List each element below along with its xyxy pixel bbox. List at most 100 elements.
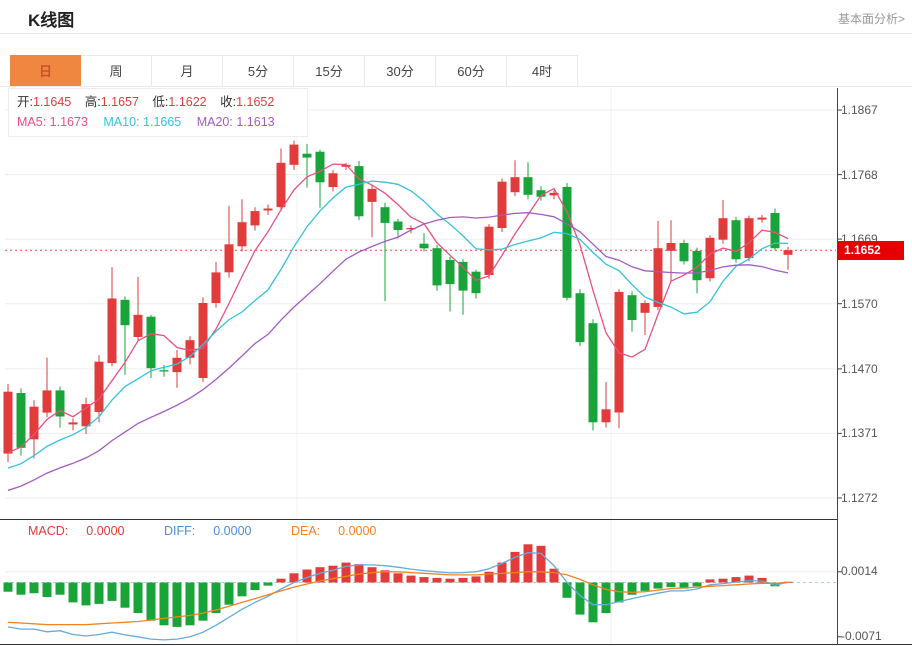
- price-tick-3: 1.1570: [841, 297, 878, 311]
- macd-bar: [159, 582, 169, 626]
- candle-body: [575, 293, 585, 343]
- high-value: 1.1657: [100, 95, 139, 109]
- open-value: 1.1645: [32, 95, 72, 109]
- macd-readout: MACD: 0.0000: [28, 524, 125, 538]
- candle-body: [250, 211, 260, 226]
- price-tick-1: 1.1768: [841, 168, 878, 182]
- tab-day[interactable]: 日: [10, 55, 81, 87]
- macd-bar: [367, 567, 377, 583]
- macd-bar: [354, 564, 364, 583]
- candle-body: [510, 177, 520, 193]
- macd-bar: [653, 582, 663, 589]
- page-title: K线图: [28, 11, 75, 30]
- macd-bar: [458, 577, 468, 583]
- candle-body: [562, 186, 572, 298]
- macd-bar: [666, 582, 676, 588]
- macd-bar: [627, 582, 637, 595]
- high-label: 高:: [84, 95, 101, 109]
- candle-body: [3, 391, 13, 454]
- candle-body: [146, 316, 156, 369]
- candle-body: [172, 357, 182, 373]
- tab-15min[interactable]: 15分: [294, 55, 365, 87]
- macd-bar: [770, 582, 780, 587]
- macd-info-row: MACD: 0.0000 DIFF: 0.0000 DEA: 0.0000: [28, 524, 412, 538]
- macd-bar: [406, 575, 416, 583]
- tab-4hour[interactable]: 4时: [507, 55, 578, 87]
- macd-bar: [341, 562, 351, 583]
- candle-body: [458, 261, 468, 291]
- title-divider: [0, 33, 912, 34]
- macd-bar: [185, 582, 195, 626]
- macd-bar: [29, 582, 39, 594]
- candle-body: [731, 220, 741, 260]
- macd-bar: [679, 582, 689, 589]
- macd-bar: [393, 573, 403, 583]
- candle-body: [29, 406, 39, 440]
- macd-bar: [471, 576, 481, 583]
- candle-body: [770, 213, 780, 249]
- ohlc-info-box: 开:1.1645 高:1.1657 低:1.1622 收:1.1652 MA5:…: [8, 88, 308, 137]
- candle-body: [94, 361, 104, 412]
- macd-bar: [81, 582, 91, 606]
- ma10-line: [7, 180, 789, 469]
- macd-bar: [94, 582, 104, 604]
- macd-bar: [614, 582, 624, 603]
- candle-body: [640, 303, 650, 313]
- candle-body: [354, 166, 364, 217]
- candle-body: [497, 181, 507, 228]
- candle-body: [185, 340, 195, 358]
- macd-bar: [55, 582, 65, 595]
- macd-bar: [107, 582, 117, 601]
- macd-bar: [497, 562, 507, 583]
- candle-body: [679, 243, 689, 262]
- diff-readout: DIFF: 0.0000: [164, 524, 252, 538]
- macd-bar: [211, 582, 221, 614]
- candle-body: [367, 188, 377, 202]
- candle-body: [549, 192, 559, 196]
- macd-bar: [68, 582, 78, 603]
- macd-bar: [757, 577, 767, 583]
- candle-body: [198, 303, 208, 378]
- candle-body: [302, 153, 312, 158]
- macd-bar: [419, 577, 429, 583]
- candle-body: [445, 260, 455, 285]
- low-label: 低:: [152, 95, 169, 109]
- macd-bar: [42, 582, 52, 597]
- candle-body: [692, 250, 702, 281]
- macd-bar: [133, 582, 143, 614]
- macd-bar: [302, 569, 312, 583]
- macd-bar: [445, 578, 455, 583]
- candle-body: [627, 295, 637, 320]
- close-value: 1.1652: [236, 95, 275, 109]
- macd-bar: [380, 570, 390, 583]
- candle-body: [211, 272, 221, 303]
- tab-month[interactable]: 月: [152, 55, 223, 87]
- macd-bar: [198, 582, 208, 621]
- macd-bar: [315, 567, 325, 583]
- macd-bar: [432, 577, 442, 583]
- price-tick-5: 1.1371: [841, 426, 878, 440]
- candle-body: [666, 243, 676, 251]
- candle-body: [783, 250, 793, 255]
- tab-30min[interactable]: 30分: [365, 55, 436, 87]
- candle-body: [653, 248, 663, 307]
- macd-bar: [172, 582, 182, 627]
- macd-bar: [601, 582, 611, 614]
- tab-5min[interactable]: 5分: [223, 55, 294, 87]
- candle-body: [81, 404, 91, 427]
- candle-body: [16, 393, 26, 448]
- macd-bar: [120, 582, 130, 608]
- candle-body: [315, 151, 325, 183]
- tab-week[interactable]: 周: [81, 55, 152, 87]
- macd-bar: [692, 582, 702, 587]
- macd-bar: [718, 578, 728, 583]
- macd-bar: [523, 544, 533, 583]
- macd-bar: [263, 582, 273, 586]
- macd-bar: [289, 573, 299, 583]
- macd-bar: [3, 582, 13, 592]
- macd-bar: [562, 582, 572, 598]
- tab-60min[interactable]: 60分: [436, 55, 507, 87]
- candle-body: [276, 162, 286, 208]
- fundamental-analysis-link[interactable]: 基本面分析>: [837, 12, 905, 26]
